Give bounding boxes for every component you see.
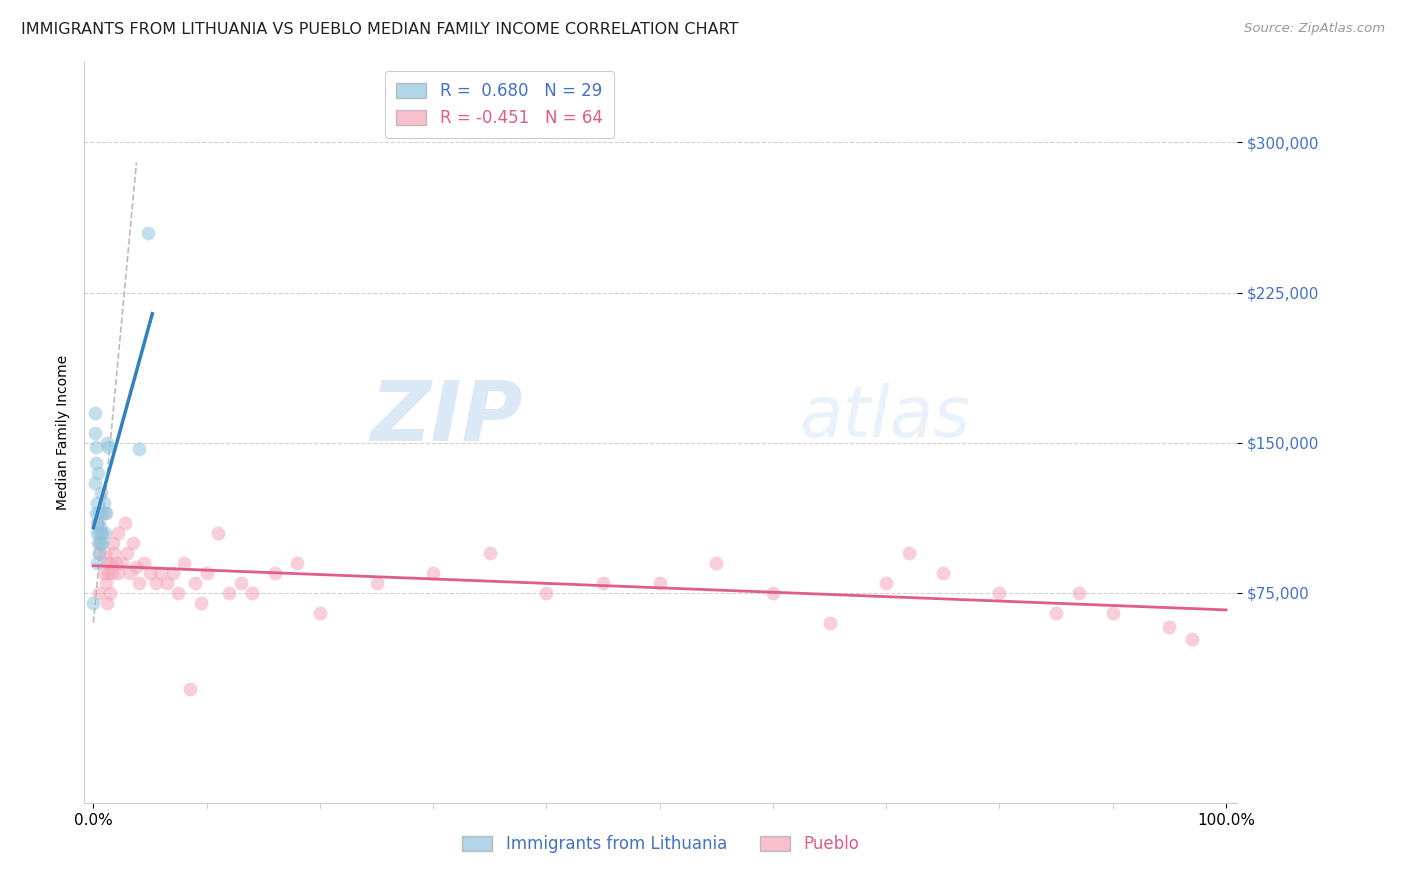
- Point: [134, 556, 156, 570]
- Point: [1159, 620, 1181, 634]
- Point: [122, 535, 145, 549]
- Point: [875, 575, 897, 590]
- Point: [89, 535, 111, 549]
- Point: [86, 496, 108, 510]
- Point: [150, 566, 173, 580]
- Point: [139, 566, 162, 580]
- Point: [100, 585, 122, 599]
- Point: [111, 556, 134, 570]
- Point: [229, 575, 252, 590]
- Point: [592, 575, 614, 590]
- Point: [103, 546, 125, 560]
- Point: [704, 556, 727, 570]
- Text: atlas: atlas: [799, 384, 970, 452]
- Point: [96, 556, 118, 570]
- Point: [114, 516, 136, 530]
- Point: [190, 596, 212, 610]
- Point: [87, 546, 110, 560]
- Point: [93, 566, 115, 580]
- Point: [87, 466, 110, 480]
- Point: [1101, 606, 1123, 620]
- Point: [87, 506, 110, 520]
- Point: [107, 525, 129, 540]
- Text: ZIP: ZIP: [370, 377, 523, 458]
- Legend: Immigrants from Lithuania, Pueblo: Immigrants from Lithuania, Pueblo: [454, 826, 868, 861]
- Point: [240, 585, 263, 599]
- Text: IMMIGRANTS FROM LITHUANIA VS PUEBLO MEDIAN FAMILY INCOME CORRELATION CHART: IMMIGRANTS FROM LITHUANIA VS PUEBLO MEDI…: [21, 22, 738, 37]
- Point: [536, 585, 558, 599]
- Point: [128, 442, 150, 456]
- Point: [263, 566, 285, 580]
- Point: [366, 575, 388, 590]
- Point: [90, 485, 112, 500]
- Point: [167, 585, 190, 599]
- Point: [897, 546, 920, 560]
- Point: [89, 519, 111, 533]
- Point: [195, 566, 218, 580]
- Point: [91, 506, 114, 520]
- Y-axis label: Median Family Income: Median Family Income: [56, 355, 70, 510]
- Point: [83, 475, 105, 490]
- Point: [91, 525, 114, 540]
- Point: [87, 535, 110, 549]
- Point: [87, 525, 110, 540]
- Point: [207, 525, 229, 540]
- Point: [117, 546, 139, 560]
- Point: [145, 575, 167, 590]
- Point: [128, 575, 150, 590]
- Point: [179, 681, 201, 696]
- Point: [83, 425, 105, 440]
- Point: [83, 406, 105, 420]
- Point: [107, 566, 129, 580]
- Point: [94, 506, 117, 520]
- Point: [478, 546, 501, 560]
- Point: [1067, 585, 1090, 599]
- Point: [96, 596, 118, 610]
- Point: [422, 566, 444, 580]
- Point: [100, 566, 122, 580]
- Point: [84, 456, 107, 470]
- Point: [762, 585, 785, 599]
- Point: [101, 535, 124, 549]
- Point: [218, 585, 240, 599]
- Point: [1045, 606, 1067, 620]
- Point: [125, 559, 148, 574]
- Point: [285, 556, 308, 570]
- Point: [173, 556, 195, 570]
- Point: [136, 226, 159, 240]
- Point: [97, 566, 120, 580]
- Point: [87, 516, 110, 530]
- Point: [96, 435, 118, 450]
- Point: [309, 606, 332, 620]
- Point: [818, 615, 841, 630]
- Point: [118, 566, 141, 580]
- Point: [87, 585, 110, 599]
- Point: [87, 546, 110, 560]
- Point: [1181, 632, 1204, 646]
- Point: [93, 525, 115, 540]
- Point: [97, 440, 120, 454]
- Point: [86, 556, 108, 570]
- Point: [84, 440, 107, 454]
- Point: [648, 575, 671, 590]
- Point: [184, 575, 207, 590]
- Point: [932, 566, 955, 580]
- Point: [84, 506, 107, 520]
- Point: [100, 556, 122, 570]
- Point: [156, 575, 179, 590]
- Point: [162, 566, 184, 580]
- Point: [988, 585, 1011, 599]
- Point: [91, 535, 114, 549]
- Text: Source: ZipAtlas.com: Source: ZipAtlas.com: [1244, 22, 1385, 36]
- Point: [93, 546, 115, 560]
- Point: [94, 575, 117, 590]
- Point: [89, 535, 111, 549]
- Point: [90, 525, 112, 540]
- Point: [93, 496, 115, 510]
- Point: [93, 506, 115, 520]
- Point: [86, 525, 108, 540]
- Point: [105, 556, 128, 570]
- Point: [82, 596, 104, 610]
- Point: [86, 516, 108, 530]
